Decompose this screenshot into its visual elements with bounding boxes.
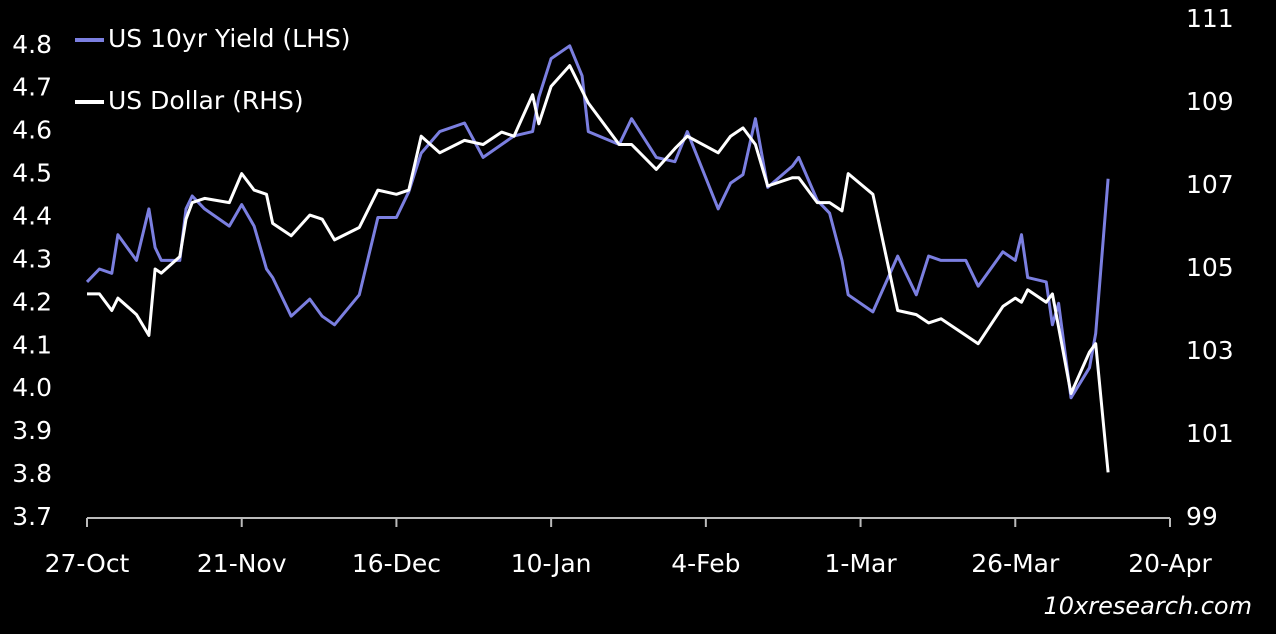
y-tick-label: 4.8 xyxy=(12,30,52,59)
y-tick-label: 4.0 xyxy=(12,373,52,402)
y-tick-label: 4.7 xyxy=(12,73,52,102)
y-tick-label: 3.8 xyxy=(12,459,52,488)
legend-label: US 10yr Yield (LHS) xyxy=(108,24,351,53)
y-tick-label: 3.7 xyxy=(12,502,52,531)
x-tick-label: 4-Feb xyxy=(671,549,740,578)
x-tick-label: 10-Jan xyxy=(511,549,592,578)
y-tick-label: 4.1 xyxy=(12,330,52,359)
y2-tick-label: 107 xyxy=(1186,170,1234,199)
y2-tick-label: 103 xyxy=(1186,336,1234,365)
y-tick-label: 4.5 xyxy=(12,159,52,188)
y2-tick-label: 111 xyxy=(1186,4,1234,33)
series-line xyxy=(87,64,1110,473)
y2-tick-label: 105 xyxy=(1186,253,1234,282)
series-line xyxy=(85,44,1110,400)
y-tick-label: 3.9 xyxy=(12,416,52,445)
y-tick-label: 4.4 xyxy=(12,201,52,230)
y2-tick-label: 109 xyxy=(1186,87,1234,116)
y-tick-label: 4.2 xyxy=(12,287,52,316)
x-tick-label: 16-Dec xyxy=(352,549,441,578)
x-tick-label: 20-Apr xyxy=(1128,549,1212,578)
y2-tick-label: 101 xyxy=(1186,419,1234,448)
y-tick-label: 4.3 xyxy=(12,244,52,273)
x-tick-label: 27-Oct xyxy=(45,549,130,578)
x-tick-label: 26-Mar xyxy=(971,549,1060,578)
legend-label: US Dollar (RHS) xyxy=(108,86,304,115)
source: 10xresearch.com xyxy=(1043,592,1252,620)
y2-tick-label: 99 xyxy=(1186,502,1218,531)
y-tick-label: 4.6 xyxy=(12,116,52,145)
x-tick-label: 21-Nov xyxy=(197,549,287,578)
x-tick-label: 1-Mar xyxy=(825,549,898,578)
